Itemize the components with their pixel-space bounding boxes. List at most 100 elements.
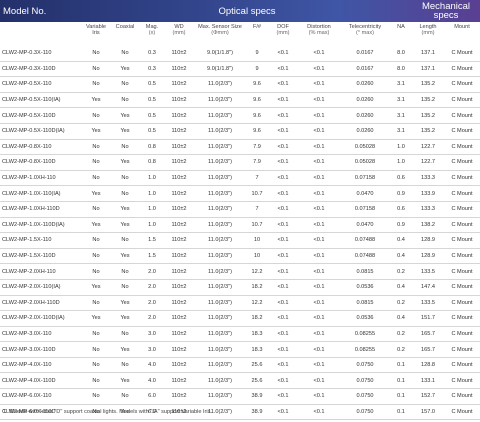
cell: <0.1 — [298, 372, 340, 390]
cell: 9 — [246, 46, 268, 62]
cell: 11.0(2/3") — [194, 185, 246, 202]
cell: 10.7 — [246, 185, 268, 202]
model-cell: CLW2-MP-4.0X-110 — [0, 357, 82, 374]
table-row: CLW2-MP-6.0X-110 No No 6.0 110±2 11.0(2/3") 38… — [0, 388, 480, 405]
cell: C Mount — [444, 76, 480, 93]
cell: <0.1 — [268, 92, 298, 109]
cell: <0.1 — [268, 357, 298, 374]
column-name: Coaxial — [115, 24, 135, 30]
cell: 3.1 — [390, 76, 412, 93]
cell: C Mount — [444, 341, 480, 358]
cell: 18.3 — [246, 326, 268, 343]
table-row: CLW2-MP-3.0X-110D No Yes 3.0 110±2 11.0(2/3")… — [0, 341, 480, 358]
cell: C Mount — [444, 326, 480, 343]
model-cell: CLW2-MP-1.0XH-110 — [0, 170, 82, 187]
column-name: F/# — [252, 24, 262, 30]
cell: C Mount — [444, 388, 480, 405]
cell: No — [110, 388, 140, 405]
column-name: Distortion — [307, 24, 331, 30]
model-cell: CLW2-MP-1.0X-110(IA) — [0, 185, 82, 202]
column-header: Distortion (% max) — [298, 22, 340, 46]
cell: <0.1 — [298, 263, 340, 280]
cell: C Mount — [444, 310, 480, 327]
cell: 110±2 — [164, 76, 194, 93]
cell: <0.1 — [268, 326, 298, 343]
cell: 0.6 — [390, 201, 412, 218]
cell: 9.6 — [246, 107, 268, 124]
cell: 18.2 — [246, 310, 268, 327]
cell: No — [110, 263, 140, 280]
table-body: CLW2-MP-0.3X-110 No No 0.3 110±2 9.0(1/1.8") 9… — [0, 46, 480, 421]
table-row: CLW2-MP-0.3X-110D No Yes 0.3 110±2 9.0(1/1.8"… — [0, 61, 480, 78]
cell: 151.7 — [412, 310, 444, 327]
cell: 110±2 — [164, 92, 194, 109]
column-unit: (mm) — [421, 30, 435, 37]
column-name: Length — [419, 24, 437, 30]
cell: 11.0(2/3") — [194, 341, 246, 358]
cell: 0.2 — [390, 263, 412, 280]
cell: 128.9 — [412, 232, 444, 249]
cell: C Mount — [444, 404, 480, 421]
cell: 0.07158 — [340, 201, 390, 218]
table-row: CLW2-MP-0.3X-110 No No 0.3 110±2 9.0(1/1.8") 9… — [0, 46, 480, 62]
model-cell: CLW2-MP-3.0X-110 — [0, 326, 82, 343]
model-cell: CLW2-MP-1.5X-110D — [0, 248, 82, 265]
table-row: CLW2-MP-0.8X-110D No Yes 0.8 110±2 11.0(2/3")… — [0, 154, 480, 171]
model-cell: CLW2-MP-0.5X-110(IA) — [0, 92, 82, 109]
cell: <0.1 — [268, 263, 298, 280]
cell: 4.0 — [140, 357, 164, 374]
cell: 0.2 — [390, 341, 412, 358]
cell: 0.8 — [140, 139, 164, 156]
cell: 0.2 — [390, 295, 412, 312]
cell: <0.1 — [268, 154, 298, 171]
cell: 110±2 — [164, 232, 194, 249]
cell: 0.07158 — [340, 170, 390, 187]
cell: C Mount — [444, 279, 480, 296]
cell: <0.1 — [268, 310, 298, 327]
column-header: Max. Sensor Size (Φmm) — [194, 22, 246, 46]
cell: Yes — [110, 123, 140, 140]
table-row: CLW2-MP-1.5X-110 No No 1.5 110±2 11.0(2/3") 10… — [0, 232, 480, 249]
cell: <0.1 — [298, 357, 340, 374]
cell: 110±2 — [164, 107, 194, 124]
cell: 11.0(2/3") — [194, 388, 246, 405]
cell: 1.0 — [140, 185, 164, 202]
cell: 2.0 — [140, 295, 164, 312]
cell: 18.2 — [246, 279, 268, 296]
cell: 0.0750 — [340, 372, 390, 390]
cell: No — [82, 263, 110, 280]
cell: 11.0(2/3") — [194, 295, 246, 312]
cell: 0.0260 — [340, 123, 390, 140]
cell: <0.1 — [298, 201, 340, 218]
cell: <0.1 — [268, 107, 298, 124]
table-row: CLW2-MP-0.5X-110D No Yes 0.5 110±2 11.0(2/3")… — [0, 107, 480, 124]
column-header: Length (mm) — [412, 22, 444, 46]
cell: <0.1 — [298, 154, 340, 171]
cell: 0.1 — [390, 357, 412, 374]
table-row: CLW2-MP-4.0X-110 No No 4.0 110±2 11.0(2/3") 25… — [0, 357, 480, 374]
cell: C Mount — [444, 139, 480, 156]
footnote: 1. Models with letter "D" support coaxia… — [3, 409, 212, 415]
cell: C Mount — [444, 123, 480, 140]
cell: 11.0(2/3") — [194, 107, 246, 124]
cell: Yes — [82, 279, 110, 296]
cell: 3.0 — [140, 326, 164, 343]
cell: 110±2 — [164, 139, 194, 156]
cell: <0.1 — [298, 310, 340, 327]
cell: 1.5 — [140, 232, 164, 249]
model-cell: CLW2-MP-0.8X-110D — [0, 154, 82, 171]
cell: Yes — [110, 372, 140, 390]
table-row: CLW2-MP-4.0X-110D No Yes 4.0 110±2 11.0(2/3")… — [0, 372, 480, 390]
cell: No — [82, 388, 110, 405]
column-header: Variable Iris — [82, 22, 110, 46]
cell: 157.0 — [412, 404, 444, 421]
cell: 110±2 — [164, 217, 194, 234]
cell: 0.1 — [390, 388, 412, 405]
cell: Yes — [110, 61, 140, 78]
cell: 110±2 — [164, 248, 194, 265]
cell: No — [82, 107, 110, 124]
cell: 7.9 — [246, 154, 268, 171]
cell: 138.2 — [412, 217, 444, 234]
cell: 11.0(2/3") — [194, 279, 246, 296]
